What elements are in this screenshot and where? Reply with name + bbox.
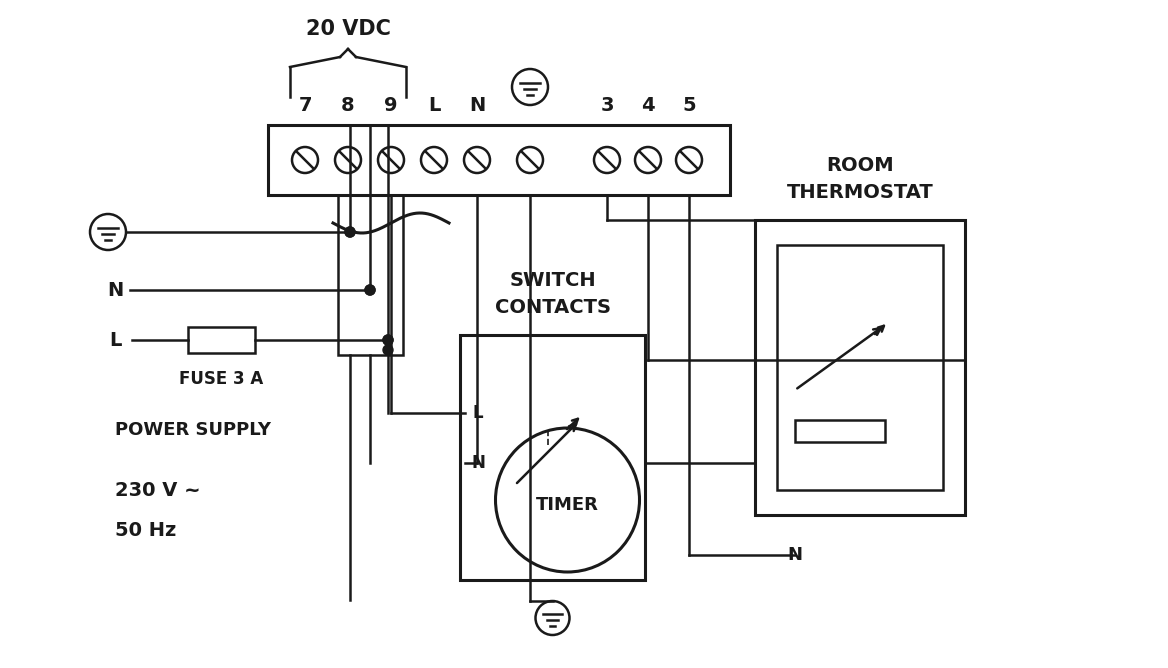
Text: TIMER: TIMER (536, 496, 599, 514)
Text: L: L (109, 331, 121, 349)
Text: SWITCH: SWITCH (509, 271, 596, 290)
Text: N: N (471, 454, 485, 472)
Text: N: N (787, 546, 802, 564)
Bar (267, 125, 730, 195)
Text: L: L (427, 96, 440, 115)
Bar (460, 335, 645, 580)
Text: N: N (468, 96, 485, 115)
Bar (777, 245, 943, 490)
Circle shape (364, 285, 375, 295)
Bar (188, 327, 255, 353)
Circle shape (364, 285, 375, 295)
Text: 4: 4 (641, 96, 655, 115)
Text: N: N (107, 281, 123, 299)
Text: 5: 5 (682, 96, 696, 115)
Circle shape (383, 345, 392, 355)
Text: ROOM: ROOM (826, 156, 894, 175)
Text: FUSE 3 A: FUSE 3 A (180, 370, 264, 388)
Text: L: L (473, 404, 484, 422)
Text: 3: 3 (600, 96, 613, 115)
Text: 7: 7 (298, 96, 312, 115)
Text: 20 VDC: 20 VDC (306, 19, 390, 39)
Text: 9: 9 (384, 96, 398, 115)
Text: CONTACTS: CONTACTS (494, 298, 611, 317)
Text: THERMOSTAT: THERMOSTAT (786, 183, 933, 202)
Text: 8: 8 (341, 96, 355, 115)
Circle shape (345, 227, 355, 237)
Circle shape (383, 335, 392, 345)
Circle shape (345, 227, 355, 237)
Text: 230 V ~: 230 V ~ (114, 480, 201, 500)
Bar (338, 195, 403, 355)
Bar (755, 220, 965, 515)
Text: POWER SUPPLY: POWER SUPPLY (114, 421, 271, 439)
Bar (795, 420, 885, 442)
Text: 50 Hz: 50 Hz (114, 520, 176, 540)
Circle shape (383, 335, 392, 345)
